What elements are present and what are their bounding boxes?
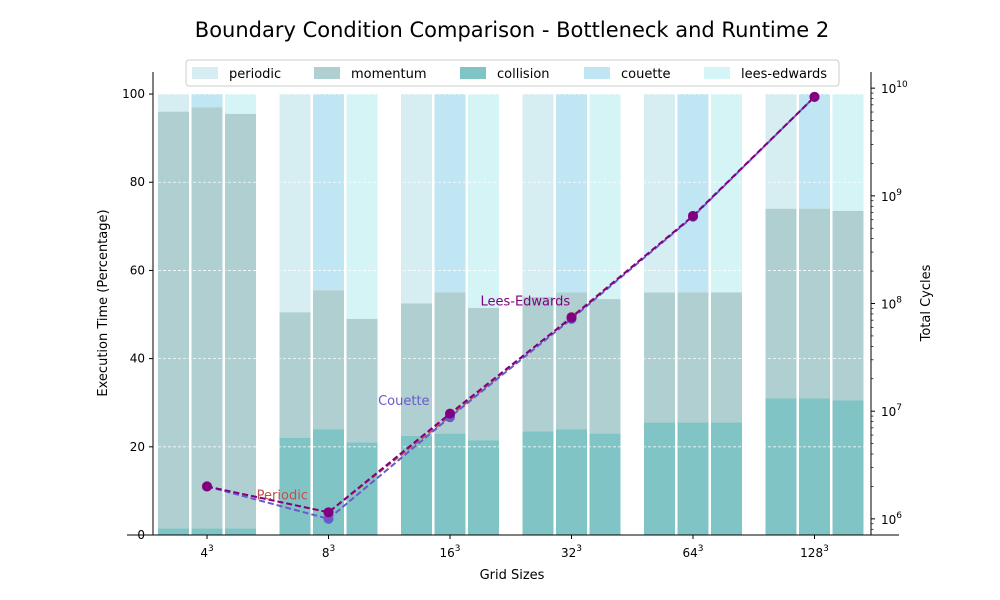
bar-periodic-other — [401, 94, 432, 304]
bar-couette-collision — [434, 433, 466, 535]
point-lees-edwards — [688, 210, 698, 221]
bar-couette-other — [313, 94, 344, 291]
bar-periodic-other — [765, 94, 797, 209]
point-lees-edwards — [566, 312, 577, 323]
bar-periodic-momentum — [644, 292, 675, 423]
legend-swatch-momentum — [314, 67, 340, 79]
legend-label-lees-edwards: lees-edwards — [741, 67, 827, 82]
y-tick-label: 0 — [137, 528, 145, 542]
y-tick-label: 80 — [130, 175, 145, 189]
bar-periodic-other — [158, 94, 189, 112]
bar-couette-momentum — [191, 107, 223, 529]
bar-periodic-collision — [644, 422, 675, 535]
point-lees-edwards — [202, 481, 212, 492]
legend-label-momentum: momentum — [351, 67, 427, 82]
bar-lees-edwards-other — [589, 94, 621, 300]
bar-lees-edwards-collision — [711, 422, 742, 535]
bar-couette-collision — [556, 429, 587, 535]
bar-periodic-momentum — [522, 296, 554, 432]
annotation-periodic: Periodic — [257, 489, 308, 504]
bar-periodic-momentum — [279, 312, 311, 438]
legend-label-couette: couette — [621, 67, 671, 82]
bar-lees-edwards-momentum — [832, 210, 864, 401]
bar-lees-edwards-momentum — [225, 113, 256, 529]
bar-lees-edwards-collision — [589, 433, 621, 535]
bar-lees-edwards-momentum — [346, 318, 378, 443]
x-tick-label: 163 — [439, 544, 460, 560]
cycle-lines: Periodic Couette Lees-Edwards — [202, 91, 820, 524]
y2-tick-label: 1010 — [881, 80, 908, 96]
bar-periodic-other — [644, 94, 675, 293]
x-tick-label: 83 — [322, 544, 335, 560]
bar-lees-edwards-other — [832, 94, 864, 211]
line-couette — [206, 96, 816, 520]
x-tick-label: 323 — [561, 544, 582, 560]
bar-couette-other — [677, 94, 709, 293]
y2-tick-label: 106 — [881, 511, 902, 527]
x-tick-label: 1283 — [800, 544, 829, 560]
y-tick-label: 100 — [122, 87, 145, 101]
legend-swatch-lees-edwards — [704, 67, 730, 79]
bar-couette-other — [191, 94, 223, 108]
bar-periodic-collision — [522, 431, 554, 535]
bar-periodic-collision — [279, 437, 311, 535]
bar-couette-other — [434, 94, 466, 293]
bar-lees-edwards-momentum — [711, 292, 742, 423]
y-tick-label: 60 — [130, 263, 145, 277]
legend-label-collision: collision — [497, 67, 550, 82]
bar-lees-edwards-other — [346, 94, 378, 319]
bar-lees-edwards-momentum — [468, 307, 499, 441]
point-lees-edwards — [323, 507, 334, 518]
y-axis-label: Execution Time (Percentage) — [96, 209, 111, 396]
x-axis-label: Grid Sizes — [480, 568, 545, 583]
y-tick-label: 40 — [130, 352, 145, 366]
bar-lees-edwards-collision — [225, 528, 256, 535]
legend-frame — [185, 59, 840, 87]
line-lees-edwards — [206, 96, 816, 514]
bar-couette-collision — [799, 398, 830, 535]
y2-tick-label: 108 — [881, 296, 902, 312]
bar-lees-edwards-collision — [832, 400, 864, 535]
bar-periodic-collision — [158, 528, 189, 535]
bar-couette-momentum — [677, 292, 709, 423]
bar-lees-edwards-collision — [468, 440, 499, 535]
legend-swatch-couette — [584, 67, 610, 79]
bar-couette-momentum — [313, 290, 344, 430]
bar-couette-other — [556, 94, 587, 293]
axes: 0 20 40 60 80 100 43 83 163 323 643 1283 106 107 108 10… — [122, 72, 908, 560]
y2-tick-label: 107 — [881, 403, 902, 419]
x-tick-label: 43 — [200, 544, 213, 560]
bar-couette-other — [799, 94, 830, 209]
bar-periodic-momentum — [158, 111, 189, 529]
bar-couette-collision — [191, 528, 223, 535]
bar-periodic-other — [522, 94, 554, 297]
bar-lees-edwards-other — [468, 94, 499, 308]
y2-tick-label: 109 — [881, 188, 902, 204]
bar-couette-momentum — [799, 208, 830, 399]
point-lees-edwards — [809, 91, 820, 102]
point-lees-edwards — [445, 408, 455, 419]
annotation-lees-edwards: Lees-Edwards — [480, 295, 570, 310]
bar-lees-edwards-other — [225, 94, 256, 114]
legend-swatch-collision — [460, 67, 486, 79]
bar-couette-collision — [677, 422, 709, 535]
annotation-couette: Couette — [378, 394, 429, 409]
bar-periodic-other — [279, 94, 311, 313]
x-tick-label: 643 — [682, 544, 703, 560]
bar-periodic-collision — [401, 435, 432, 535]
bar-lees-edwards-momentum — [589, 299, 621, 434]
grid-lines — [153, 93, 871, 536]
bar-lees-edwards-collision — [346, 442, 378, 535]
chart-title: Boundary Condition Comparison - Bottlene… — [195, 18, 829, 42]
y2-axis-label: Total Cycles — [919, 264, 934, 342]
legend-swatch-periodic — [192, 67, 218, 79]
legend-label-periodic: periodic — [229, 67, 281, 82]
bar-periodic-momentum — [401, 303, 432, 436]
bar-periodic-collision — [765, 398, 797, 535]
bar-periodic-momentum — [765, 208, 797, 399]
y-tick-label: 20 — [130, 440, 145, 454]
legend: periodic momentum collision couette lees-edw… — [185, 59, 840, 87]
bars — [153, 93, 871, 536]
